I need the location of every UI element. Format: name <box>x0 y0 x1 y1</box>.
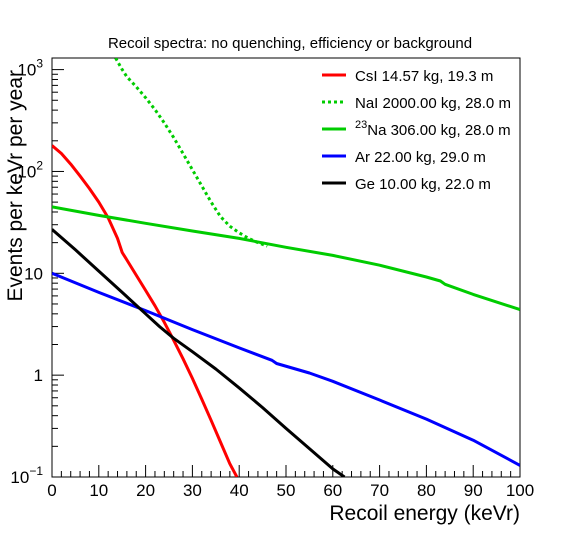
x-tick-label: 90 <box>464 481 483 500</box>
legend: CsI 14.57 kg, 19.3 m NaI 2000.00 kg, 28.0… <box>322 68 511 193</box>
y-tick-label: 1 <box>34 366 43 385</box>
x-tick-label: 30 <box>183 481 202 500</box>
series-line-4 <box>52 228 346 477</box>
plot-frame <box>51 57 521 478</box>
chart-title: Recoil spectra: no quenching, efficiency… <box>108 35 472 52</box>
legend-label-3: Ar 22.00 kg, 29.0 m <box>355 149 486 166</box>
x-tick-label: 10 <box>89 481 108 500</box>
x-tick-label: 80 <box>417 481 436 500</box>
x-tick-label: 0 <box>47 481 56 500</box>
plot-area <box>51 57 521 478</box>
x-tick-label: 100 <box>506 481 534 500</box>
x-tick-label: 70 <box>370 481 389 500</box>
y-tick-label: 10 <box>24 264 43 283</box>
legend-label-2: 23Na 306.00 kg, 28.0 m <box>355 119 511 139</box>
x-tick-label: 50 <box>277 481 296 500</box>
x-tick-label: 40 <box>230 481 249 500</box>
x-tick-label: 60 <box>323 481 342 500</box>
x-axis-label: Recoil energy (keVr) <box>329 502 520 525</box>
x-tick-label: 20 <box>136 481 155 500</box>
legend-label-0: CsI 14.57 kg, 19.3 m <box>355 68 493 85</box>
y-axis-label: Events per keVr per year <box>4 70 27 302</box>
y-tick-label: 103 <box>17 57 43 80</box>
series-line-1 <box>114 58 268 248</box>
legend-label-1: NaI 2000.00 kg, 28.0 m <box>355 95 511 112</box>
y-tick-label: 102 <box>17 158 43 181</box>
legend-label-4: Ge 10.00 kg, 22.0 m <box>355 176 491 193</box>
series-line-2 <box>52 205 520 312</box>
series-line-0 <box>52 144 239 477</box>
series-layer <box>52 58 520 477</box>
axes: 0 10 20 30 40 50 60 70 80 90 100 10−1 1 10 102 103 <box>10 57 534 500</box>
series-line-3 <box>52 271 520 467</box>
y-tick-label: 10−1 <box>10 464 43 487</box>
